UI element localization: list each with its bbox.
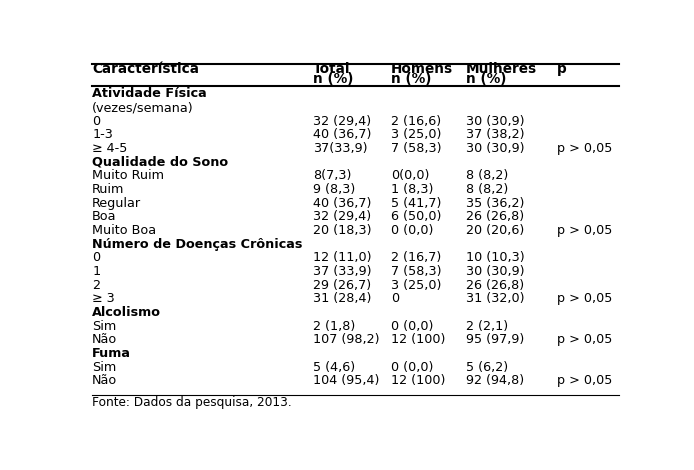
Text: 40 (36,7): 40 (36,7) [312, 128, 371, 141]
Text: 5 (6,2): 5 (6,2) [466, 360, 508, 374]
Text: 104 (95,4): 104 (95,4) [312, 375, 379, 387]
Text: 95 (97,9): 95 (97,9) [466, 333, 524, 346]
Text: Boa: Boa [92, 211, 117, 223]
Text: n (%): n (%) [466, 72, 507, 86]
Text: Fonte: Dados da pesquisa, 2013.: Fonte: Dados da pesquisa, 2013. [92, 396, 291, 409]
Text: 2 (16,7): 2 (16,7) [391, 251, 441, 265]
Text: 20 (18,3): 20 (18,3) [312, 224, 371, 237]
Text: Não: Não [92, 333, 117, 346]
Text: 2 (1,8): 2 (1,8) [312, 320, 355, 333]
Text: n (%): n (%) [312, 72, 353, 86]
Text: 7 (58,3): 7 (58,3) [391, 265, 441, 278]
Text: Atividade Física: Atividade Física [92, 87, 207, 101]
Text: Regular: Regular [92, 197, 142, 210]
Text: p > 0,05: p > 0,05 [557, 333, 613, 346]
Text: 31 (32,0): 31 (32,0) [466, 292, 525, 306]
Text: 8 (8,2): 8 (8,2) [466, 169, 508, 182]
Text: 0: 0 [92, 115, 100, 128]
Text: Ruim: Ruim [92, 183, 124, 196]
Text: 0: 0 [92, 251, 100, 265]
Text: 40 (36,7): 40 (36,7) [312, 197, 371, 210]
Text: Homens: Homens [391, 63, 452, 76]
Text: ≥ 3: ≥ 3 [92, 292, 115, 306]
Text: p > 0,05: p > 0,05 [557, 375, 613, 387]
Text: 1-3: 1-3 [92, 128, 113, 141]
Text: 37 (38,2): 37 (38,2) [466, 128, 525, 141]
Text: 5 (4,6): 5 (4,6) [312, 360, 355, 374]
Text: 2: 2 [92, 279, 100, 292]
Text: 5 (41,7): 5 (41,7) [391, 197, 441, 210]
Text: (vezes/semana): (vezes/semana) [92, 101, 194, 114]
Text: Total: Total [312, 63, 350, 76]
Text: 12 (100): 12 (100) [391, 333, 445, 346]
Text: 30 (30,9): 30 (30,9) [466, 265, 525, 278]
Text: 8 (8,2): 8 (8,2) [466, 183, 508, 196]
Text: 1 (8,3): 1 (8,3) [391, 183, 433, 196]
Text: 12 (100): 12 (100) [391, 375, 445, 387]
Text: p > 0,05: p > 0,05 [557, 142, 613, 155]
Text: 26 (26,8): 26 (26,8) [466, 279, 524, 292]
Text: 92 (94,8): 92 (94,8) [466, 375, 524, 387]
Text: 32 (29,4): 32 (29,4) [312, 115, 371, 128]
Text: p > 0,05: p > 0,05 [557, 224, 613, 237]
Text: 0: 0 [391, 292, 399, 306]
Text: 10 (10,3): 10 (10,3) [466, 251, 525, 265]
Text: 32 (29,4): 32 (29,4) [312, 211, 371, 223]
Text: ≥ 4-5: ≥ 4-5 [92, 142, 128, 155]
Text: Qualidade do Sono: Qualidade do Sono [92, 156, 228, 169]
Text: Não: Não [92, 375, 117, 387]
Text: 3 (25,0): 3 (25,0) [391, 128, 441, 141]
Text: 2 (2,1): 2 (2,1) [466, 320, 508, 333]
Text: 7 (58,3): 7 (58,3) [391, 142, 441, 155]
Text: p > 0,05: p > 0,05 [557, 292, 613, 306]
Text: 6 (50,0): 6 (50,0) [391, 211, 441, 223]
Text: 30 (30,9): 30 (30,9) [466, 115, 525, 128]
Text: 3 (25,0): 3 (25,0) [391, 279, 441, 292]
Text: 37(33,9): 37(33,9) [312, 142, 367, 155]
Text: 0(0,0): 0(0,0) [391, 169, 429, 182]
Text: 31 (28,4): 31 (28,4) [312, 292, 371, 306]
Text: 8(7,3): 8(7,3) [312, 169, 351, 182]
Text: 2 (16,6): 2 (16,6) [391, 115, 441, 128]
Text: n (%): n (%) [391, 72, 431, 86]
Text: Característica: Característica [92, 63, 199, 76]
Text: Alcolismo: Alcolismo [92, 306, 161, 319]
Text: Mulheres: Mulheres [466, 63, 537, 76]
Text: Sim: Sim [92, 320, 117, 333]
Text: 0 (0,0): 0 (0,0) [391, 360, 433, 374]
Text: 107 (98,2): 107 (98,2) [312, 333, 379, 346]
Text: 26 (26,8): 26 (26,8) [466, 211, 524, 223]
Text: p: p [557, 63, 567, 76]
Text: 37 (33,9): 37 (33,9) [312, 265, 371, 278]
Text: Fuma: Fuma [92, 347, 131, 360]
Text: Sim: Sim [92, 360, 117, 374]
Text: Muito Boa: Muito Boa [92, 224, 156, 237]
Text: 9 (8,3): 9 (8,3) [312, 183, 355, 196]
Text: 0 (0,0): 0 (0,0) [391, 320, 433, 333]
Text: Número de Doenças Crônicas: Número de Doenças Crônicas [92, 238, 303, 251]
Text: Muito Ruim: Muito Ruim [92, 169, 164, 182]
Text: 20 (20,6): 20 (20,6) [466, 224, 524, 237]
Text: 29 (26,7): 29 (26,7) [312, 279, 371, 292]
Text: 12 (11,0): 12 (11,0) [312, 251, 371, 265]
Text: 30 (30,9): 30 (30,9) [466, 142, 525, 155]
Text: 1: 1 [92, 265, 100, 278]
Text: 35 (36,2): 35 (36,2) [466, 197, 524, 210]
Text: 0 (0,0): 0 (0,0) [391, 224, 433, 237]
